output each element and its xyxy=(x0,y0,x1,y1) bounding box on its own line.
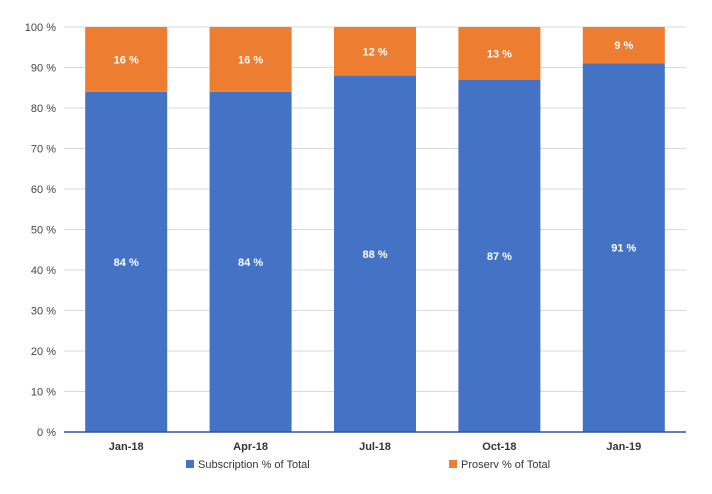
y-tick-label: 10 % xyxy=(31,387,56,399)
x-tick-label: Jan-19 xyxy=(606,441,641,453)
bar-segment-proserv xyxy=(85,27,168,92)
legend-swatch xyxy=(449,460,457,468)
y-axis-tick-labels: 0 % 10 % 20 % 30 % 40 % 50 % 60 % 70 % 80 % 90 % 1… xyxy=(25,22,56,439)
x-tick-label: Oct-18 xyxy=(482,441,516,453)
data-labels: 84 % 16 % 84 % 16 % 88 % 12 % 87 % 13 % 91 % 9 % xyxy=(114,40,637,269)
bar-segment-subscription xyxy=(334,75,416,432)
y-tick-label: 30 % xyxy=(31,306,56,318)
y-tick-label: 40 % xyxy=(31,265,56,277)
data-label: 84 % xyxy=(238,257,263,269)
y-tick-label: 20 % xyxy=(31,346,56,358)
bar-segment-proserv xyxy=(209,27,292,92)
y-tick-label: 100 % xyxy=(25,22,56,34)
legend-label: Subscription % of Total xyxy=(198,459,310,471)
bars xyxy=(85,27,665,433)
data-label: 12 % xyxy=(362,46,387,58)
y-tick-label: 50 % xyxy=(31,225,56,237)
bar-segment-proserv xyxy=(458,27,541,80)
y-tick-label: 90 % xyxy=(31,63,56,75)
bar-segment-subscription xyxy=(85,91,168,433)
data-label: 13 % xyxy=(487,48,512,60)
y-tick-label: 70 % xyxy=(31,144,56,156)
x-axis-tick-labels: Jan-18 Apr-18 Jul-18 Oct-18 Jan-19 xyxy=(109,441,641,453)
bar-segment-proserv xyxy=(582,27,665,64)
data-label: 9 % xyxy=(614,40,633,52)
data-label: 88 % xyxy=(362,249,387,261)
bar-segment-subscription xyxy=(458,79,541,433)
legend-label: Proserv % of Total xyxy=(461,459,550,471)
y-tick-label: 0 % xyxy=(37,427,56,439)
bar-segment-proserv xyxy=(334,27,416,76)
data-label: 91 % xyxy=(611,243,636,255)
data-label: 87 % xyxy=(487,251,512,263)
data-label: 84 % xyxy=(114,257,139,269)
x-tick-label: Apr-18 xyxy=(233,441,268,453)
y-tick-label: 60 % xyxy=(31,184,56,196)
bar-segment-subscription xyxy=(209,91,292,433)
x-tick-label: Jan-18 xyxy=(109,441,144,453)
data-label: 16 % xyxy=(114,54,139,66)
data-label: 16 % xyxy=(238,54,263,66)
legend-swatch xyxy=(186,460,194,468)
y-tick-label: 80 % xyxy=(31,103,56,115)
bar-segment-subscription xyxy=(582,63,665,432)
legend: Subscription % of Total Proserv % of Tota… xyxy=(186,459,550,471)
x-tick-label: Jul-18 xyxy=(359,441,391,453)
